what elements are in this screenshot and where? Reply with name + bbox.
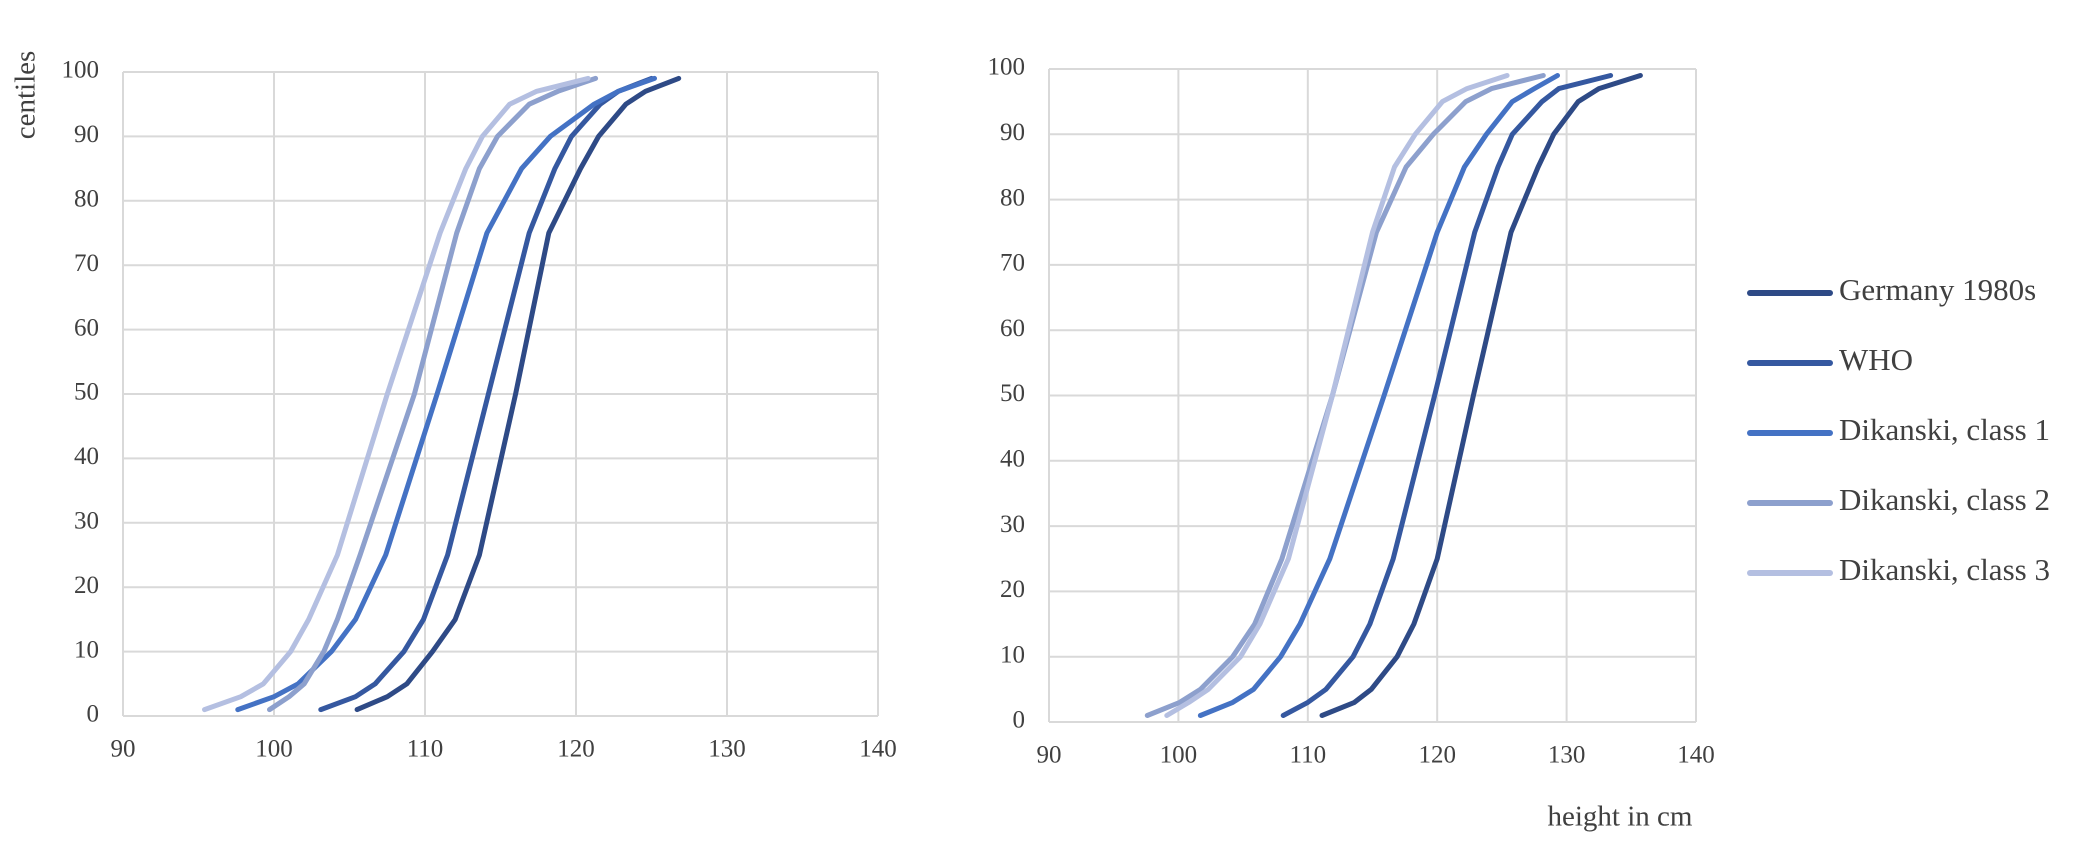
right-y-tick-label: 10 — [1000, 641, 1025, 668]
right-y-tick-label: 50 — [1000, 380, 1025, 407]
left-series-dikanski-class-1 — [235, 75, 657, 713]
legend-item-dikanski-class-3: Dikanski, class 3 — [1747, 552, 2050, 587]
right-x-tick-label: 90 — [1037, 742, 1062, 769]
left-grid — [122, 71, 879, 717]
right-series-who — [1280, 73, 1614, 718]
left-y-tick-label: 20 — [74, 572, 99, 599]
left-y-tick-label: 30 — [74, 508, 99, 535]
legend-label: WHO — [1839, 342, 1913, 377]
right-y-tick-label: 90 — [1000, 119, 1025, 146]
right-x-tick-label: 130 — [1548, 742, 1586, 769]
right-y-tick-label: 30 — [1000, 511, 1025, 538]
right-series-dikanski-class-3 — [1164, 73, 1510, 718]
left-chart: centiles 0 10 20 30 40 50 60 70 80 90 100 90 100 110 1… — [10, 51, 897, 763]
left-x-tick-label: 110 — [407, 736, 444, 763]
left-y-tick-label: 60 — [74, 314, 99, 341]
left-x-tick-label: 140 — [859, 736, 897, 763]
left-y-tick-label: 0 — [87, 701, 100, 728]
left-series-dikanski-class-2 — [267, 75, 599, 713]
right-x-tick-label: 100 — [1160, 742, 1198, 769]
legend: Germany 1980s WHO Dikanski, class 1 Dikansk… — [1747, 272, 2050, 587]
legend-item-who: WHO — [1747, 342, 1913, 377]
left-y-tick-label: 100 — [62, 57, 100, 84]
left-y-axis-label: centiles — [10, 51, 42, 140]
right-y-tick-label: 100 — [988, 54, 1026, 81]
legend-label: Dikanski, class 1 — [1839, 412, 2050, 447]
left-y-tick-label: 80 — [74, 186, 99, 213]
right-grid — [1048, 68, 1697, 723]
right-y-tick-label: 70 — [1000, 250, 1025, 277]
right-y-tick-label: 60 — [1000, 315, 1025, 342]
left-x-tick-label: 120 — [557, 736, 595, 763]
left-x-tick-label: 130 — [708, 736, 746, 763]
legend-item-dikanski-class-1: Dikanski, class 1 — [1747, 412, 2050, 447]
left-y-tick-label: 90 — [74, 121, 99, 148]
left-y-tick-label: 70 — [74, 250, 99, 277]
right-x-axis-label: height in cm — [1548, 801, 1693, 833]
right-y-tick-label: 20 — [1000, 576, 1025, 603]
left-y-tick-label: 50 — [74, 379, 99, 406]
right-y-tick-label: 80 — [1000, 184, 1025, 211]
right-x-tick-label: 140 — [1677, 742, 1715, 769]
right-series-dikanski-class-1 — [1197, 73, 1560, 718]
right-y-tick-label: 40 — [1000, 446, 1025, 473]
right-x-tick-label: 120 — [1418, 742, 1456, 769]
legend-item-dikanski-class-2: Dikanski, class 2 — [1747, 482, 2050, 517]
legend-label: Dikanski, class 3 — [1839, 552, 2050, 587]
left-y-tick-label: 40 — [74, 443, 99, 470]
legend-item-germany-1980s: Germany 1980s — [1747, 272, 2036, 307]
right-chart: height in cm 0 10 20 30 40 50 60 70 80 90 100 90 100… — [988, 54, 1715, 833]
right-series-germany-1980s — [1319, 73, 1643, 718]
left-y-tick-label: 10 — [74, 636, 99, 663]
right-y-tick-label: 0 — [1013, 707, 1026, 734]
left-series-germany-1980s — [354, 75, 682, 713]
left-series-dikanski-class-3 — [202, 75, 591, 713]
legend-label: Germany 1980s — [1839, 272, 2036, 307]
left-x-tick-label: 100 — [255, 736, 293, 763]
legend-label: Dikanski, class 2 — [1839, 482, 2050, 517]
right-x-tick-label: 110 — [1290, 742, 1327, 769]
left-x-tick-label: 90 — [111, 736, 136, 763]
left-series-who — [318, 75, 654, 713]
